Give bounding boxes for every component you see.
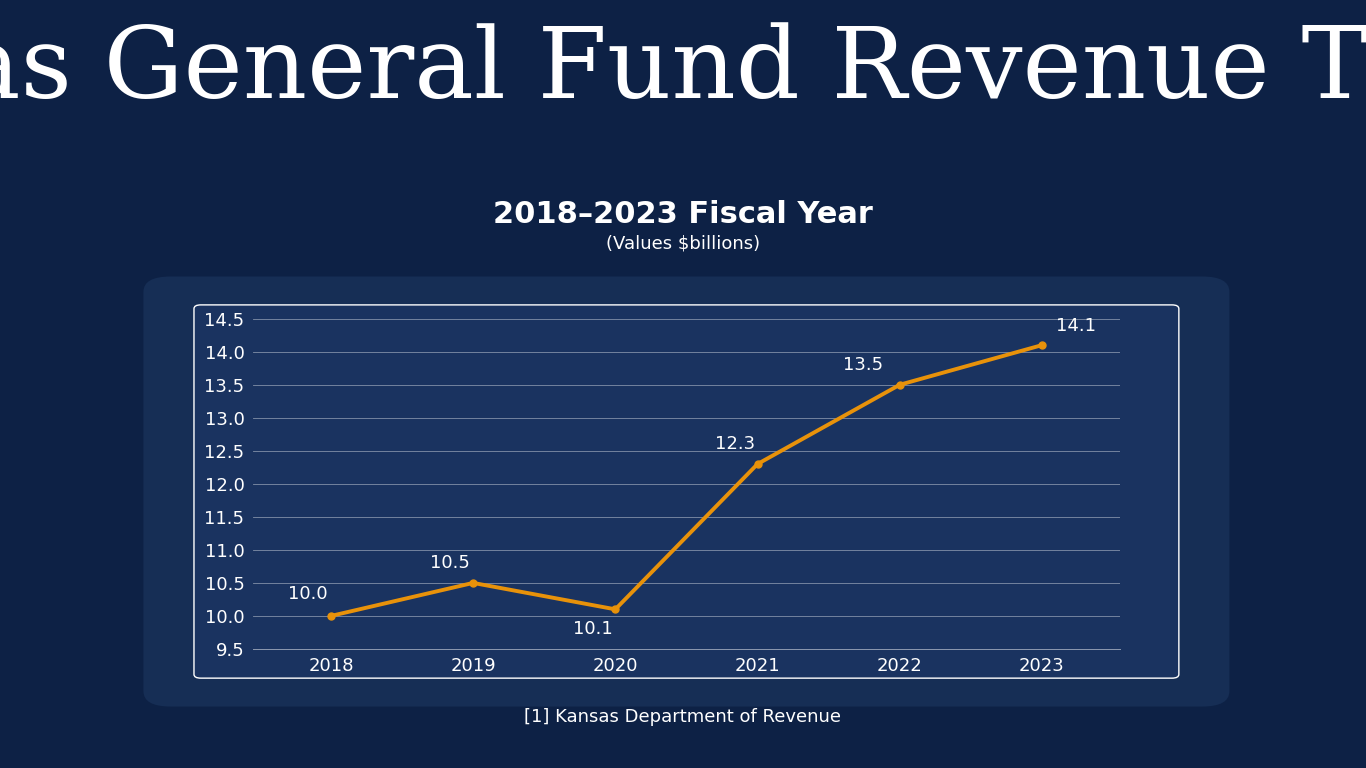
Text: [1] Kansas Department of Revenue: [1] Kansas Department of Revenue	[525, 708, 841, 726]
Text: 13.5: 13.5	[843, 356, 882, 374]
Text: 10.5: 10.5	[430, 554, 470, 572]
Text: Kansas General Fund Revenue Trends: Kansas General Fund Revenue Trends	[0, 23, 1366, 119]
FancyBboxPatch shape	[194, 305, 1179, 678]
FancyBboxPatch shape	[143, 276, 1229, 707]
Text: 10.1: 10.1	[572, 621, 612, 638]
Text: 2018–2023 Fiscal Year: 2018–2023 Fiscal Year	[493, 200, 873, 229]
Text: 10.0: 10.0	[288, 585, 328, 604]
Text: 12.3: 12.3	[714, 435, 755, 453]
Text: (Values $billions): (Values $billions)	[607, 234, 759, 252]
Text: 14.1: 14.1	[1056, 316, 1096, 335]
